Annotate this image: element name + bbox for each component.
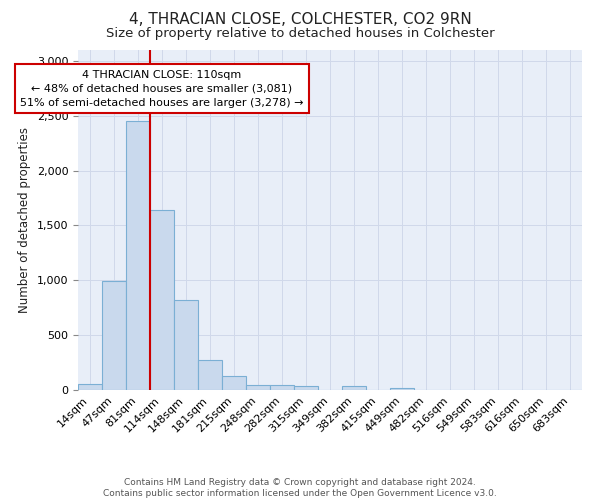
Text: 4 THRACIAN CLOSE: 110sqm
← 48% of detached houses are smaller (3,081)
51% of sem: 4 THRACIAN CLOSE: 110sqm ← 48% of detach… [20, 70, 304, 108]
Bar [222, 376, 246, 390]
Text: Contains HM Land Registry data © Crown copyright and database right 2024.
Contai: Contains HM Land Registry data © Crown c… [103, 478, 497, 498]
Bar [294, 386, 318, 390]
Bar [126, 122, 150, 390]
Bar [198, 360, 222, 390]
Bar [78, 384, 102, 390]
Y-axis label: Number of detached properties: Number of detached properties [18, 127, 31, 313]
Bar [246, 385, 270, 390]
Bar [174, 300, 198, 390]
Text: Size of property relative to detached houses in Colchester: Size of property relative to detached ho… [106, 28, 494, 40]
Bar [390, 388, 414, 390]
Bar [150, 210, 174, 390]
Bar [270, 385, 294, 390]
Bar [102, 282, 126, 390]
Bar [342, 386, 366, 390]
Text: 4, THRACIAN CLOSE, COLCHESTER, CO2 9RN: 4, THRACIAN CLOSE, COLCHESTER, CO2 9RN [128, 12, 472, 28]
